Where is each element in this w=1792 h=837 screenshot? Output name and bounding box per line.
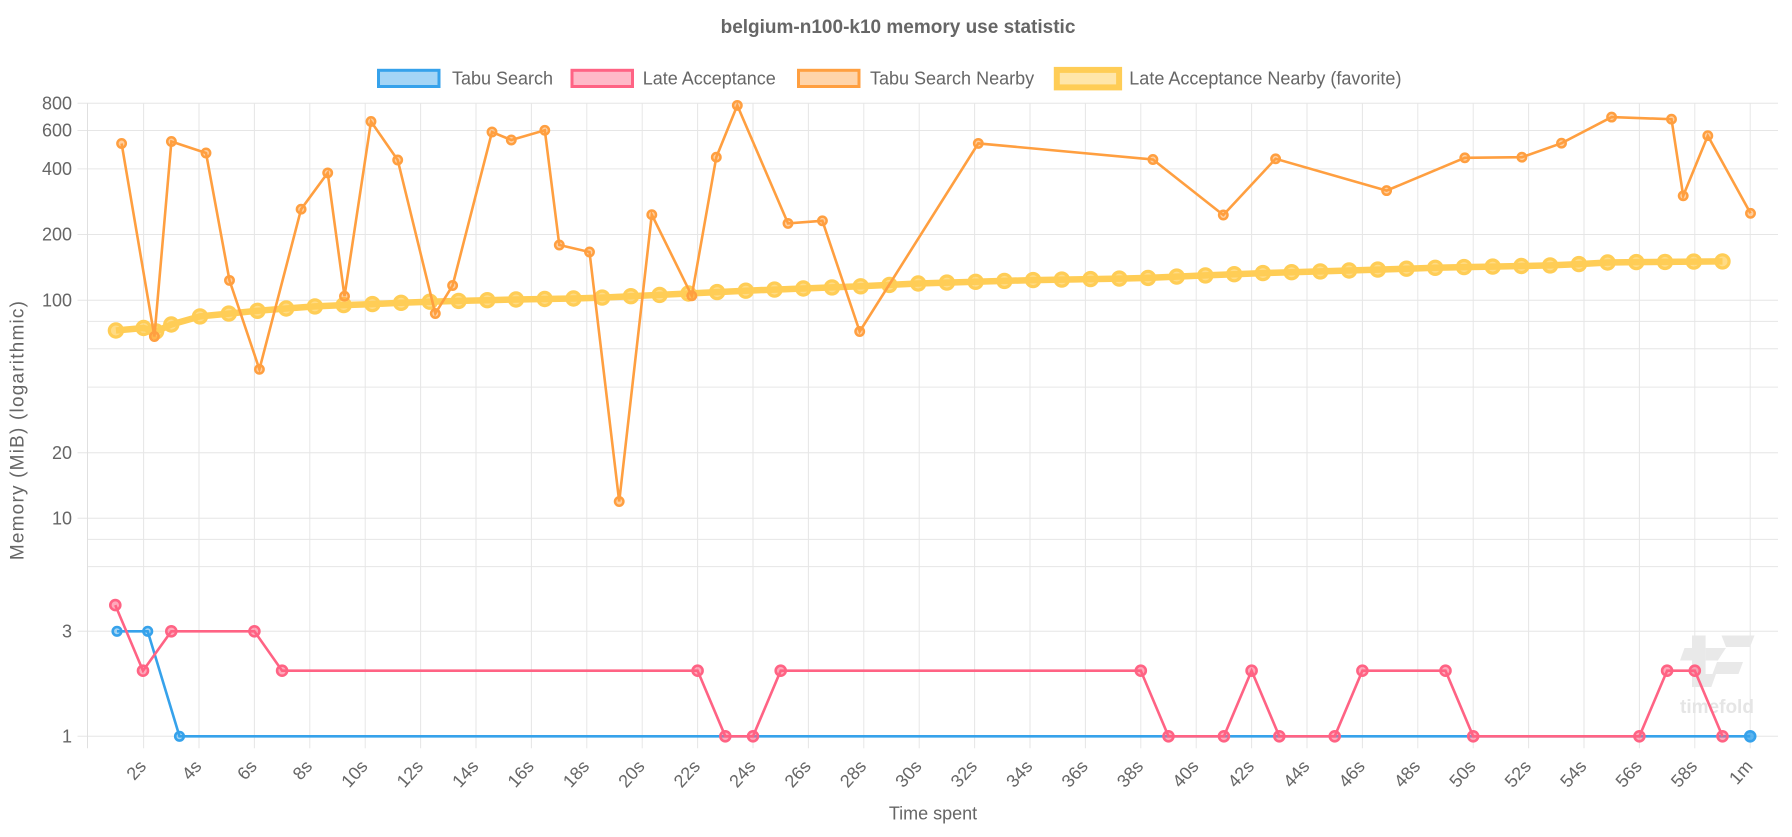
svg-text:Time spent: Time spent [889,804,977,824]
svg-text:timefold: timefold [1680,697,1754,718]
svg-text:Late Acceptance: Late Acceptance [643,69,776,89]
svg-text:10: 10 [52,509,72,529]
svg-text:1: 1 [62,727,72,747]
svg-text:Tabu Search Nearby: Tabu Search Nearby [870,69,1034,89]
svg-text:800: 800 [42,94,72,114]
svg-text:Tabu Search: Tabu Search [452,69,553,89]
svg-text:Memory (MiB) (logarithmic): Memory (MiB) (logarithmic) [7,300,28,560]
svg-text:100: 100 [42,291,72,311]
svg-text:3: 3 [62,622,72,642]
svg-text:600: 600 [42,121,72,141]
svg-text:belgium-n100-k10 memory use st: belgium-n100-k10 memory use statistic [721,17,1076,38]
svg-text:Late Acceptance Nearby (favori: Late Acceptance Nearby (favorite) [1129,69,1401,89]
svg-text:200: 200 [42,225,72,245]
svg-text:20: 20 [52,443,72,463]
svg-text:400: 400 [42,159,72,179]
